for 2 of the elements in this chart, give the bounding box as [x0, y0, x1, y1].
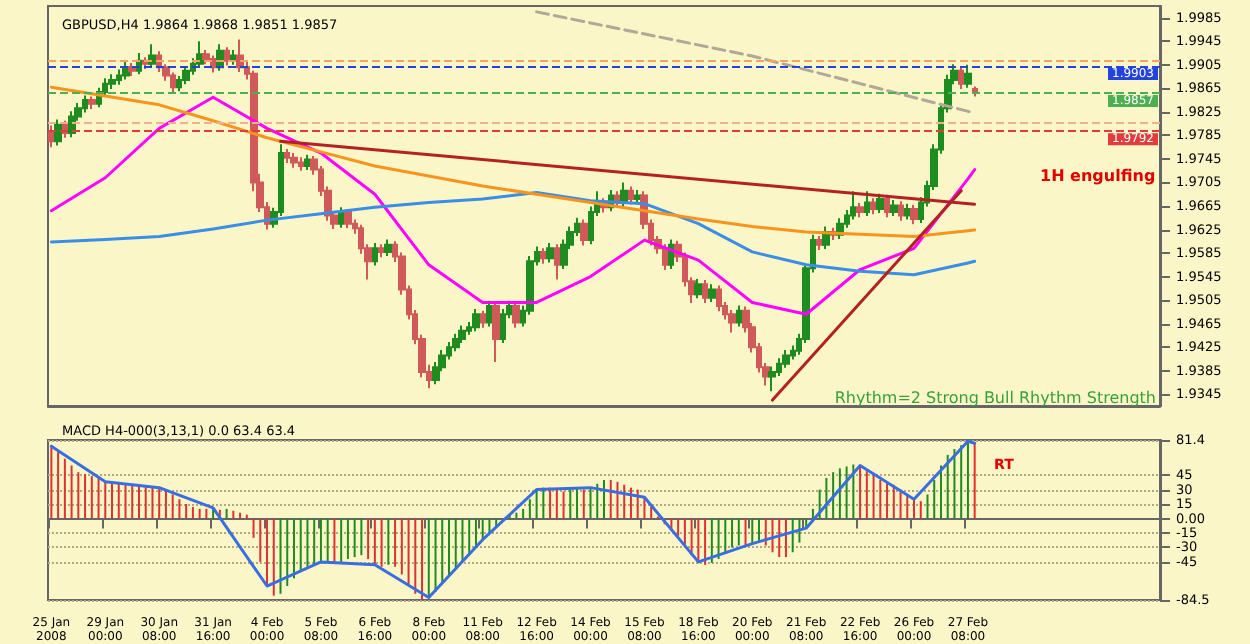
- annotation: Rhythm=2 Strong Bull Rhythm Strength: [834, 389, 1156, 407]
- annotation: 1H engulfing: [1040, 167, 1156, 185]
